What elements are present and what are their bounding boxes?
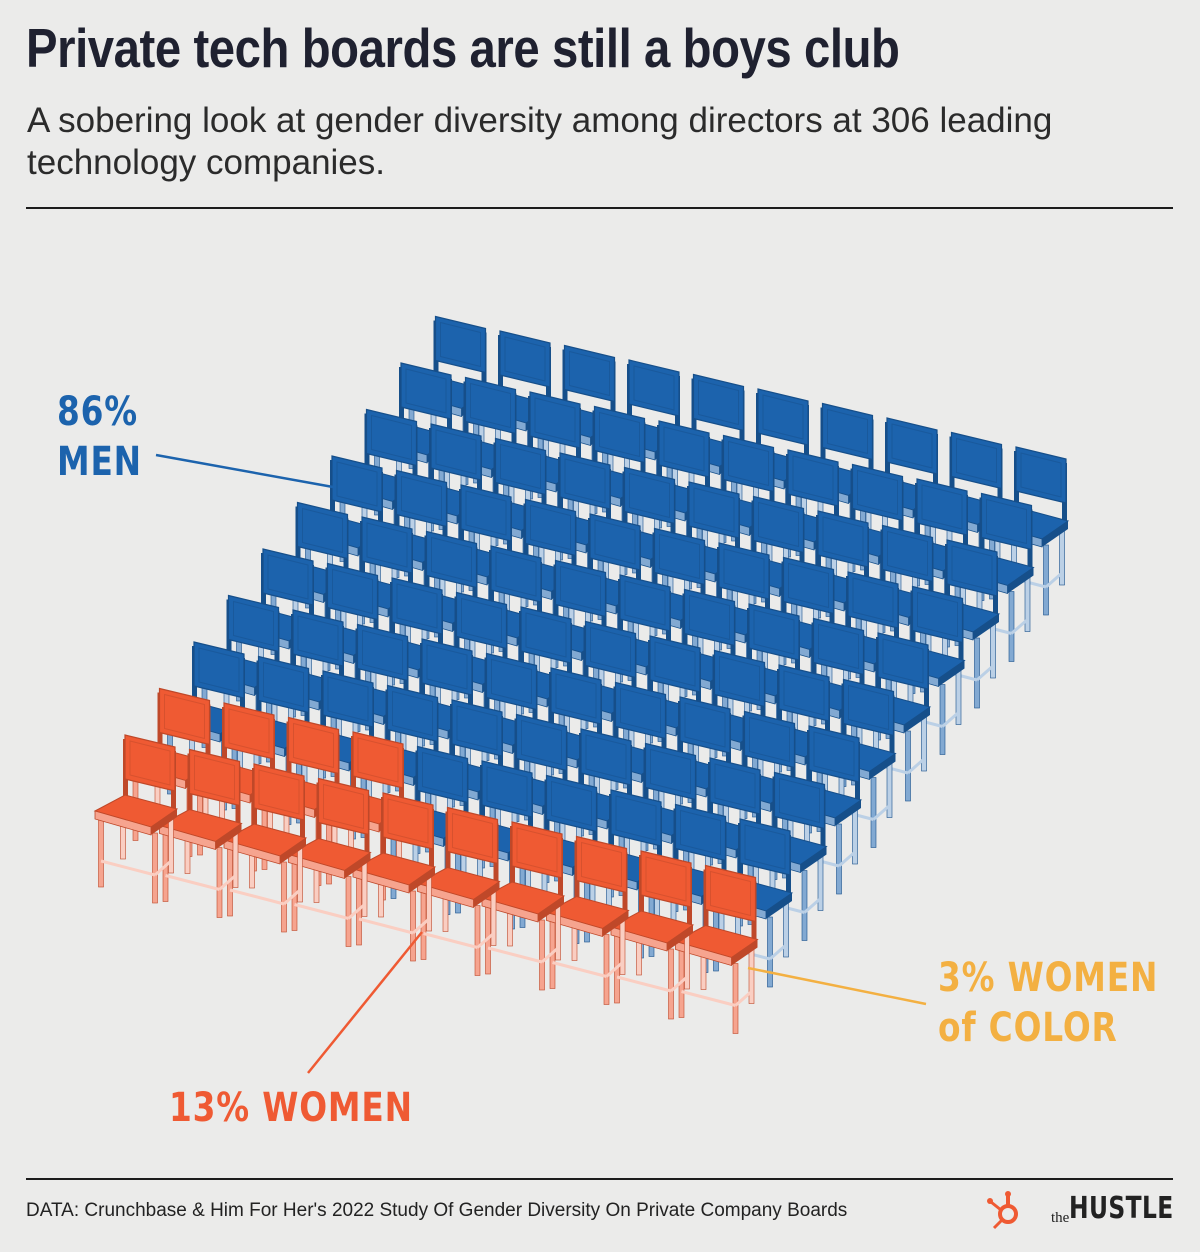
chart-title: Private tech boards are still a boys clu…	[26, 17, 900, 79]
brand-name: HUSTLE	[1069, 1191, 1174, 1226]
source-note: DATA: Crunchbase & Him For Her's 2022 St…	[26, 1200, 848, 1221]
men-percent: 86%	[57, 389, 138, 435]
chair-icon-women-r0c0	[93, 734, 179, 904]
hubspot-sprocket-icon	[987, 1191, 1018, 1230]
woc-line2: of COLOR	[938, 1005, 1118, 1051]
woc-line1: 3% WOMEN	[938, 955, 1159, 1001]
women-label: 13% WOMEN	[169, 1085, 413, 1131]
women-leader-line	[307, 931, 423, 1074]
chart-subtitle: A sobering look at gender diversity amon…	[27, 101, 1053, 182]
men-word: MEN	[57, 439, 142, 485]
bottom-divider	[26, 1178, 1173, 1180]
brand-prefix: the	[1051, 1210, 1070, 1226]
chair-icon-women-r0c4	[351, 792, 437, 962]
chair-pictogram	[93, 315, 1070, 1074]
men-label: 86% MEN	[57, 387, 142, 487]
chair-icon-women-r0c5	[416, 806, 501, 976]
chair-icon-women-r0c9	[674, 864, 759, 1034]
men-leader-line	[155, 453, 334, 489]
women-of-color-label: 3% WOMEN of COLOR	[938, 953, 1158, 1053]
top-divider	[26, 207, 1173, 209]
woc-leader-line	[747, 966, 927, 1006]
